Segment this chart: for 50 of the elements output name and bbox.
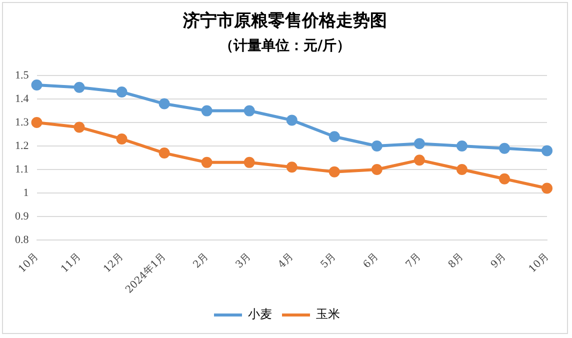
point <box>328 166 340 178</box>
point <box>414 138 425 150</box>
point <box>542 145 552 156</box>
point <box>371 140 382 152</box>
x-tick-label: 12月 <box>102 251 126 276</box>
legend-label: 玉米 <box>316 307 340 322</box>
legend-label: 小麦 <box>248 307 272 322</box>
point <box>201 156 212 168</box>
point <box>286 162 298 173</box>
point <box>158 148 170 159</box>
y-tick-label: 0.9 <box>15 210 30 222</box>
point <box>201 105 212 116</box>
point <box>74 82 85 93</box>
point <box>116 133 128 144</box>
point <box>498 173 510 184</box>
y-tick-label: 1.5 <box>15 69 30 82</box>
point <box>371 164 382 175</box>
point <box>158 98 170 110</box>
x-tick-label: 3月 <box>234 251 254 271</box>
point <box>116 86 128 98</box>
x-tick-label: 5月 <box>318 251 338 271</box>
point <box>244 156 255 168</box>
x-tick-label: 6月 <box>362 251 381 271</box>
x-tick-label: 8月 <box>446 251 466 271</box>
x-tick-label: 10月 <box>527 251 551 276</box>
point <box>286 114 298 126</box>
chart-subtitle: （计量单位：元/斤） <box>218 37 352 55</box>
point <box>456 140 468 152</box>
point <box>456 164 468 175</box>
y-tick-label: 1.4 <box>15 92 30 105</box>
point <box>414 154 425 166</box>
x-tick-label: 10月 <box>16 251 41 276</box>
point <box>542 182 552 194</box>
x-tick-label: 11月 <box>59 251 84 276</box>
y-tick-label: 1.2 <box>15 140 29 152</box>
y-tick-label: 1.1 <box>15 163 29 176</box>
point <box>31 79 42 90</box>
x-tick-label: 4月 <box>276 251 296 271</box>
y-tick-label: 1 <box>23 186 29 199</box>
point <box>74 122 85 133</box>
point <box>328 131 340 142</box>
x-tick-label: 2月 <box>191 251 211 271</box>
x-tick-label: 7月 <box>404 251 424 271</box>
point <box>498 142 510 154</box>
chart-title: 济宁市原粮零售价格走势图 <box>182 10 388 32</box>
y-tick-label: 0.8 <box>15 234 30 246</box>
point <box>244 105 255 116</box>
y-tick-label: 1.3 <box>15 116 30 128</box>
point <box>31 117 42 128</box>
x-tick-label: 9月 <box>489 251 508 271</box>
